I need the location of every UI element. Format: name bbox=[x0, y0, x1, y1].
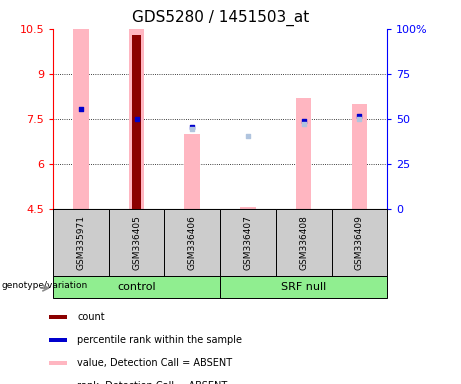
Point bbox=[300, 118, 307, 124]
Bar bbox=[331, 209, 387, 276]
Text: count: count bbox=[77, 312, 105, 322]
Bar bbox=[184, 134, 200, 209]
Bar bbox=[240, 207, 256, 209]
Point bbox=[77, 106, 84, 112]
Title: GDS5280 / 1451503_at: GDS5280 / 1451503_at bbox=[131, 10, 309, 26]
Point bbox=[244, 132, 252, 139]
Bar bbox=[53, 276, 220, 298]
Bar bbox=[352, 104, 367, 209]
Bar bbox=[220, 276, 387, 298]
Bar bbox=[73, 29, 89, 209]
Text: GSM336409: GSM336409 bbox=[355, 215, 364, 270]
Point bbox=[189, 124, 196, 130]
Bar bbox=[132, 35, 141, 209]
Text: rank, Detection Call = ABSENT: rank, Detection Call = ABSENT bbox=[77, 381, 228, 384]
Text: GSM335971: GSM335971 bbox=[77, 215, 85, 270]
Text: control: control bbox=[117, 282, 156, 292]
Point bbox=[356, 113, 363, 119]
Text: GSM336405: GSM336405 bbox=[132, 215, 141, 270]
Bar bbox=[53, 209, 109, 276]
Point bbox=[189, 126, 196, 132]
Bar bbox=[220, 209, 276, 276]
Text: value, Detection Call = ABSENT: value, Detection Call = ABSENT bbox=[77, 358, 232, 368]
Point bbox=[133, 116, 140, 122]
Bar bbox=[49, 315, 67, 319]
Text: genotype/variation: genotype/variation bbox=[1, 281, 87, 290]
Bar bbox=[276, 209, 331, 276]
Text: GSM336407: GSM336407 bbox=[243, 215, 253, 270]
Bar bbox=[296, 98, 312, 209]
Text: GSM336408: GSM336408 bbox=[299, 215, 308, 270]
Bar bbox=[129, 29, 144, 209]
Bar bbox=[49, 361, 67, 365]
Point bbox=[300, 121, 307, 127]
Text: GSM336406: GSM336406 bbox=[188, 215, 197, 270]
Text: percentile rank within the sample: percentile rank within the sample bbox=[77, 335, 242, 345]
Bar bbox=[49, 338, 67, 342]
Bar bbox=[165, 209, 220, 276]
Bar bbox=[109, 209, 165, 276]
Point bbox=[356, 116, 363, 122]
Text: SRF null: SRF null bbox=[281, 282, 326, 292]
